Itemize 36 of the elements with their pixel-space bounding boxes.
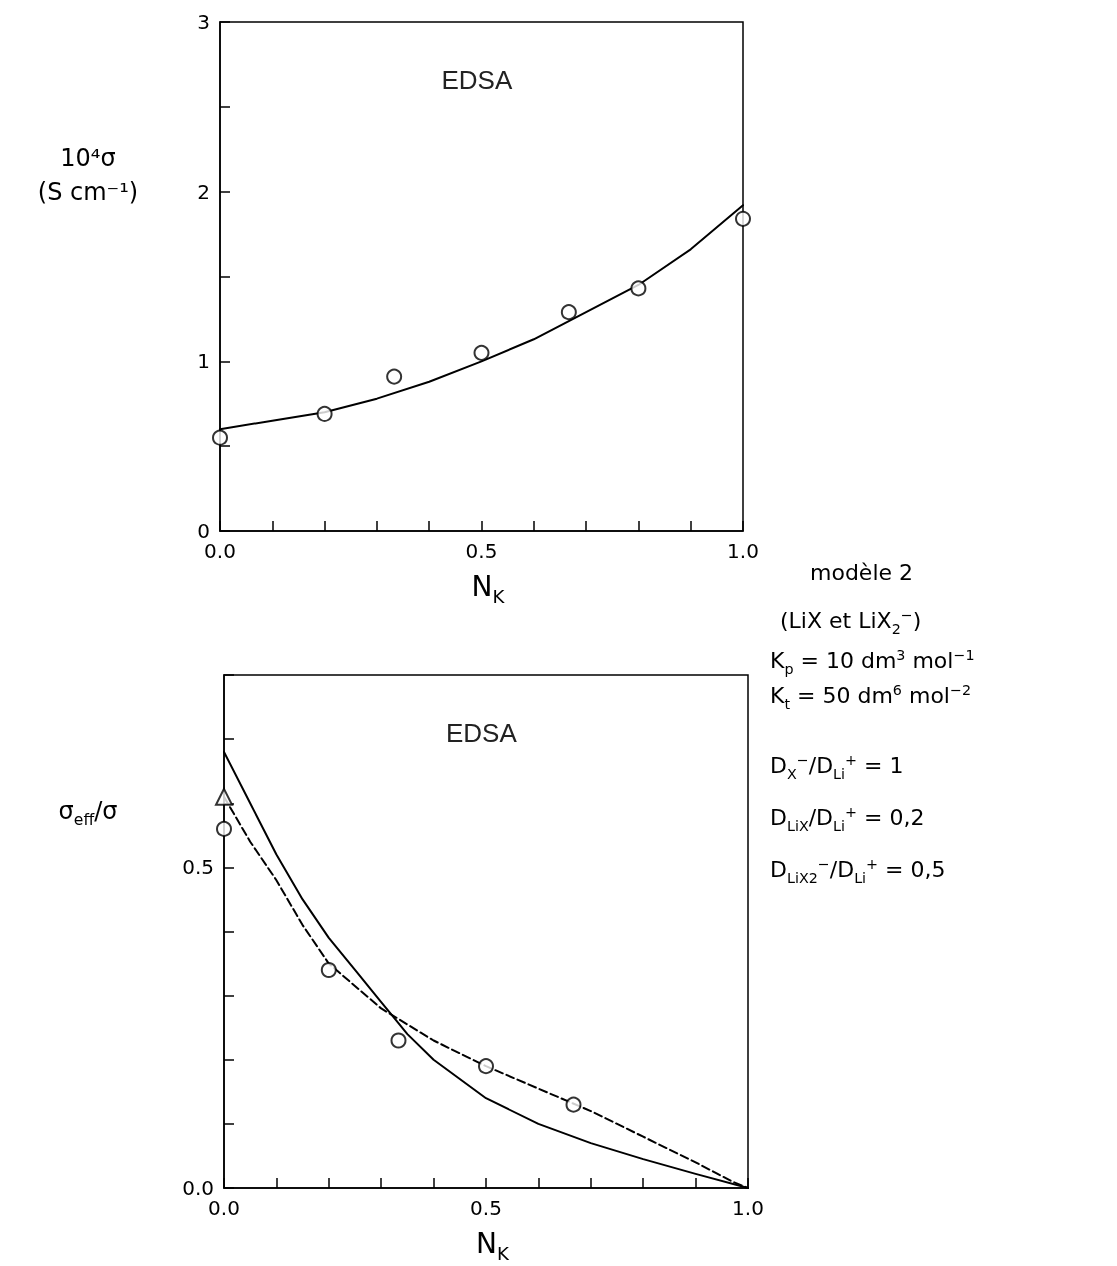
text: K$_{p}$ = 10 dm$^{3}$ mol$^{−1}$ (770, 646, 975, 677)
point (560, 304, 577, 321)
x-tick-label: 1.0 (727, 539, 759, 563)
y-tick-label: 0.5 (182, 855, 214, 880)
point (478, 1058, 494, 1075)
text: D$_{LiX}$/D$_{Li}$$^{+}$ = 0,2 (770, 803, 926, 834)
point (390, 1032, 407, 1049)
y-tick-label: 1 (197, 349, 210, 374)
y-tick-label: 3 (197, 10, 210, 34)
point (473, 344, 490, 361)
y-tick-label: 0.0 (182, 1176, 214, 1200)
annotation: EDSA (441, 65, 513, 95)
annotation: EDSA (446, 718, 518, 748)
point (565, 1096, 582, 1113)
point (216, 820, 232, 837)
point (735, 210, 751, 227)
y-axis-title: σ$_{eff}$/σ (57, 796, 119, 831)
x-tick-label: 0.5 (465, 539, 498, 563)
text: D$_{LiX2}$$^{−}$/D$_{Li}$$^{+}$ = 0,5 (770, 855, 947, 886)
text: (LiX et LiX$_{2}$$^{−}$) (780, 607, 923, 637)
point (320, 961, 337, 978)
text: modèle 2 (810, 560, 915, 585)
y-tick-label: 2 (197, 179, 210, 204)
point (386, 368, 403, 385)
text: K$_{t}$ = 50 dm$^{6}$ mol$^{−2}$ (770, 682, 973, 713)
x-axis-title: N$_{K}$ (476, 1226, 509, 1266)
point (215, 787, 233, 806)
text: D$_{X}$$^{−}$/D$_{Li}$$^{+}$ = 1 (770, 752, 905, 782)
point (212, 429, 228, 446)
y-axis-title: 10⁴σ (S cm⁻¹) (36, 143, 140, 208)
point (630, 280, 647, 297)
point (316, 405, 333, 422)
x-axis-title: N$_{K}$ (471, 569, 505, 609)
x-tick-label: 1.0 (732, 1196, 764, 1220)
x-tick-label: 0.5 (470, 1196, 502, 1220)
y-tick-label: 0 (197, 519, 210, 543)
